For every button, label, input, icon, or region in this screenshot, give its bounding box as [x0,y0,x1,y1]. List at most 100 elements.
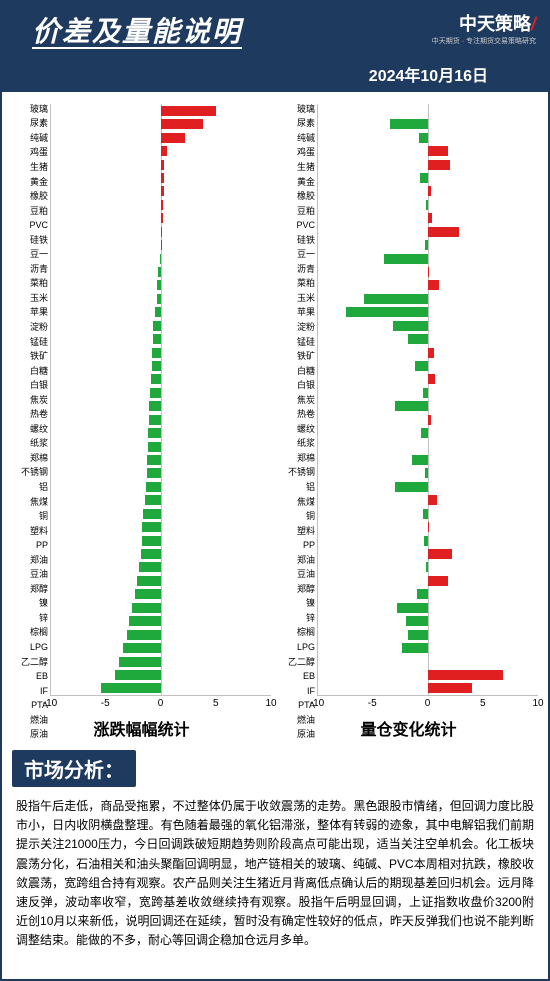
bar [412,455,429,465]
bar-row [51,173,271,183]
bar-row [51,522,271,532]
bar [157,280,161,290]
bar-row [51,657,271,667]
x-axis-left: -10-50510 [50,698,271,712]
bar [152,348,161,358]
bar [395,482,428,492]
bar [428,213,432,223]
category-label: 燃油 [8,715,48,725]
bar-row [318,106,538,116]
bar [428,549,452,559]
bar [155,307,161,317]
bar [135,589,161,599]
bar-row [51,428,271,438]
bar [161,186,164,196]
bar [428,576,448,586]
category-label: 热卷 [8,409,48,419]
bar-row [51,388,271,398]
category-label: 豆油 [275,569,315,579]
report-date: 2024年10月16日 [369,62,488,86]
x-axis-right: -10-50510 [317,698,538,712]
bar [119,657,161,667]
bar [148,428,161,438]
category-label: 豆一 [8,249,48,259]
bar-row [318,173,538,183]
bar-row [318,294,538,304]
x-tick: 10 [532,698,543,709]
bar [364,294,428,304]
bar-row [51,603,271,613]
category-label: PP [8,540,48,550]
category-label: 菜粕 [8,278,48,288]
bar [158,267,161,277]
category-label: 热卷 [275,409,315,419]
category-label: 苹果 [275,307,315,317]
category-label: 铜 [275,511,315,521]
bar [151,374,161,384]
category-label: 橡胶 [8,191,48,201]
category-label: 锌 [275,613,315,623]
bar-row [51,348,271,358]
brand-logo: 中天策略/ 中天期货 · 专注期货交易策略研究 [432,10,536,46]
bar-row [318,388,538,398]
bar [149,401,161,411]
category-label: 白银 [275,380,315,390]
category-label: 棕榈 [275,627,315,637]
bar-row [51,240,271,250]
bar [161,173,164,183]
bar-row [318,280,538,290]
category-label: 镍 [275,598,315,608]
x-tick: 5 [213,698,219,709]
bar-row [318,442,538,452]
bar [142,536,161,546]
bar [149,415,161,425]
bar [157,294,161,304]
bar [397,603,428,613]
bar-row [51,576,271,586]
bar-row [51,482,271,492]
category-label: 棕榈 [8,627,48,637]
category-label: PTA [275,700,315,710]
category-label: 玉米 [8,293,48,303]
bar-row [51,616,271,626]
category-label: 玻璃 [275,104,315,114]
header: 价差及量能说明 中天策略/ 中天期货 · 专注期货交易策略研究 2024年10月… [2,2,548,92]
category-label: 郑棉 [275,453,315,463]
bar-row [318,307,538,317]
bar-row [51,536,271,546]
bar-row [318,401,538,411]
category-label: 焦煤 [275,497,315,507]
bar-row [51,106,271,116]
category-label: 郑醇 [275,584,315,594]
bar [161,240,162,250]
category-label: 螺纹 [275,424,315,434]
bar-row [318,495,538,505]
bar [160,254,161,264]
bar [421,428,428,438]
bar-row [318,146,538,156]
bar [428,227,459,237]
bar-row [318,133,538,143]
bar [428,670,503,680]
bar-row [318,643,538,653]
analysis-body: 股指午后走低，商品受拖累，不过整体仍属于收敛震荡的走势。黑色跟股市情绪，但回调力… [2,793,548,955]
category-label: 乙二醇 [8,657,48,667]
bar-row [51,442,271,452]
plot-area-right [317,104,538,696]
bar [395,401,428,411]
bar-row [51,683,271,693]
category-label: 螺纹 [8,424,48,434]
category-label: LPG [275,642,315,652]
category-label: 菜粕 [275,278,315,288]
category-label: 铝 [275,482,315,492]
bar-row [318,468,538,478]
bar [417,589,428,599]
bar-row [318,616,538,626]
category-label: 纯碱 [275,133,315,143]
bar [161,146,167,156]
charts-container: -10-50510 涨跌幅幅统计 玻璃尿素纯碱鸡蛋生猪黄金橡胶豆粕PVC硅铁豆一… [2,92,548,742]
report-page: 价差及量能说明 中天策略/ 中天期货 · 专注期货交易策略研究 2024年10月… [0,0,550,981]
analysis-header: 市场分析： [12,750,136,787]
bar [161,160,164,170]
x-tick: 0 [158,698,164,709]
